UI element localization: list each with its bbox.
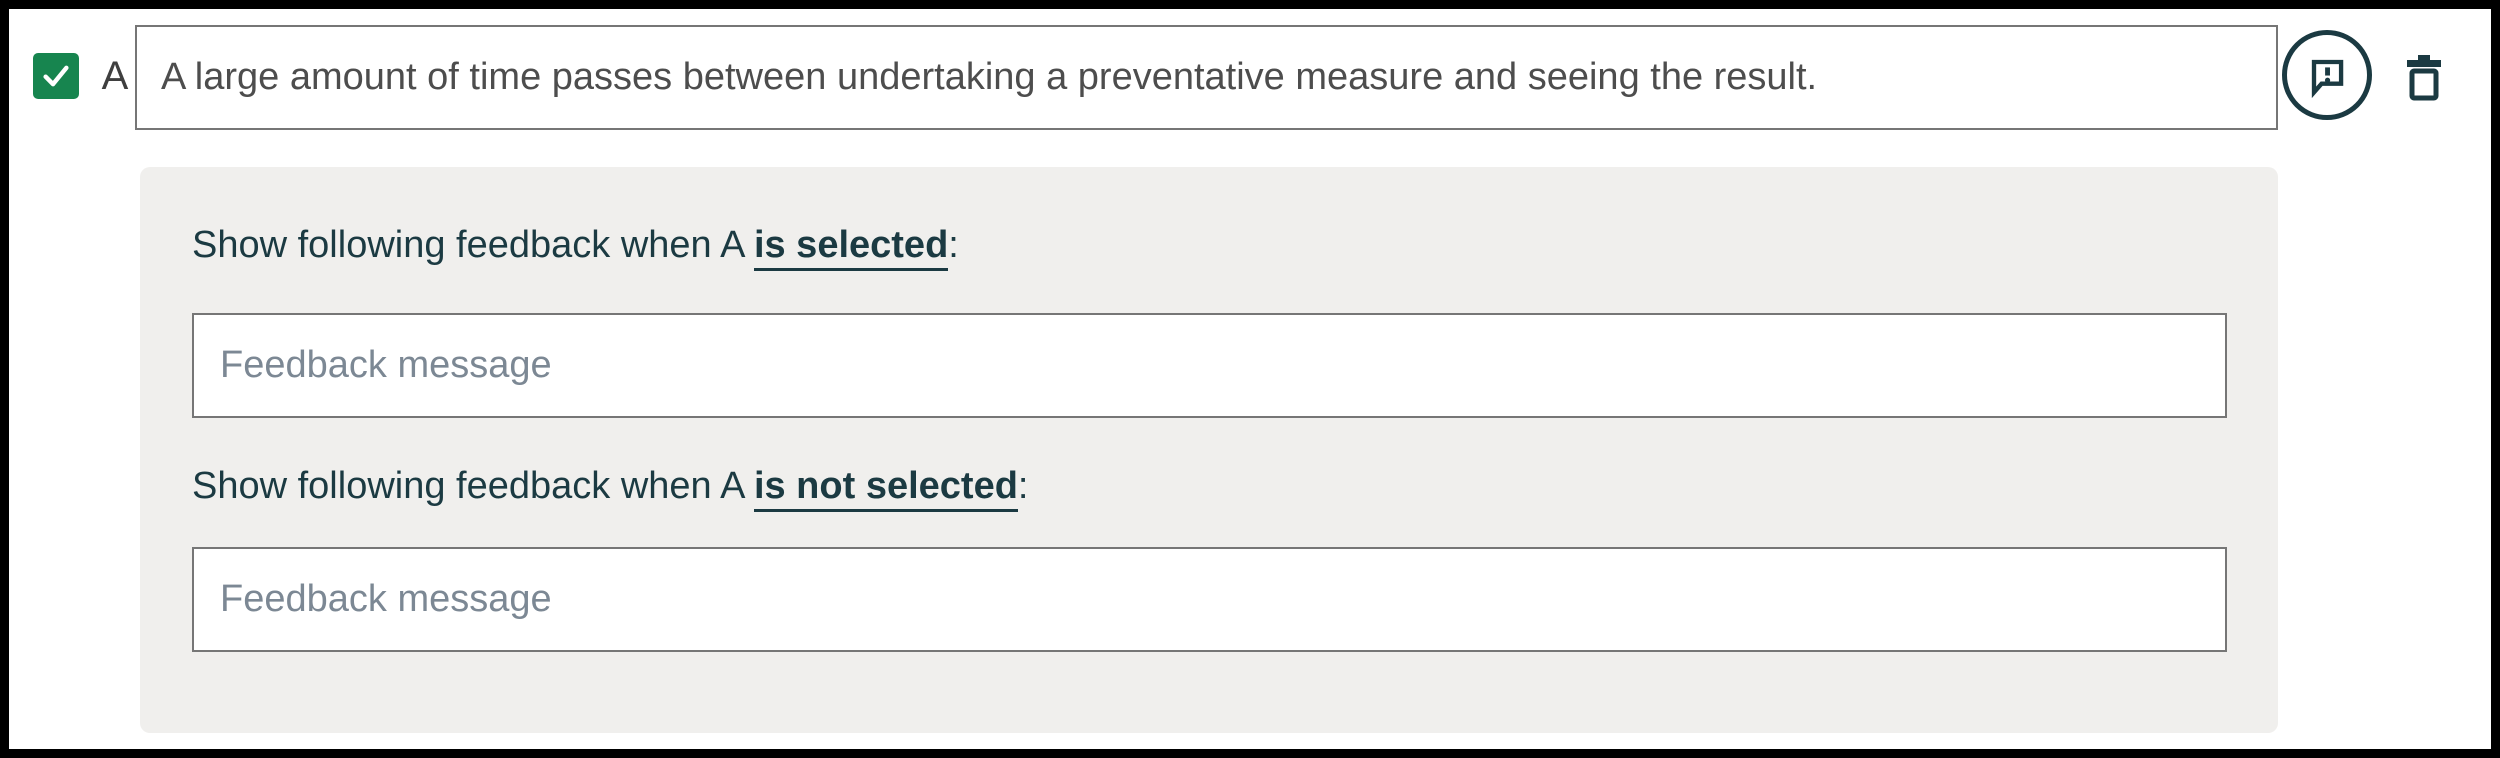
feedback-label-prefix: Show following feedback when A	[192, 465, 754, 507]
feedback-when-not-selected-label: Show following feedback when A is not se…	[192, 463, 1029, 512]
feedback-label-suffix: :	[948, 224, 959, 266]
feedback-label-suffix: :	[1017, 465, 1029, 507]
answer-text-input[interactable]	[135, 25, 2278, 130]
feedback-label-emphasis: is not selected	[753, 465, 1018, 512]
speech-bubble-exclamation-icon	[2301, 49, 2353, 101]
answer-feedback-panel: Show following feedback when A is select…	[140, 167, 2278, 733]
delete-answer-button[interactable]	[2403, 53, 2445, 103]
correct-answer-checkbox[interactable]	[33, 53, 79, 99]
trash-icon	[2407, 55, 2441, 101]
feedback-label-prefix: Show following feedback when A	[192, 224, 754, 266]
feedback-label-emphasis: is selected	[753, 224, 949, 271]
feedback-when-selected-input[interactable]	[192, 313, 2227, 418]
answer-feedback-comment-button[interactable]	[2282, 30, 2372, 120]
answer-option-letter: A	[101, 53, 129, 98]
feedback-when-selected-label: Show following feedback when A is select…	[192, 222, 959, 271]
feedback-when-not-selected-input[interactable]	[192, 547, 2227, 652]
checkmark-icon	[39, 59, 73, 93]
